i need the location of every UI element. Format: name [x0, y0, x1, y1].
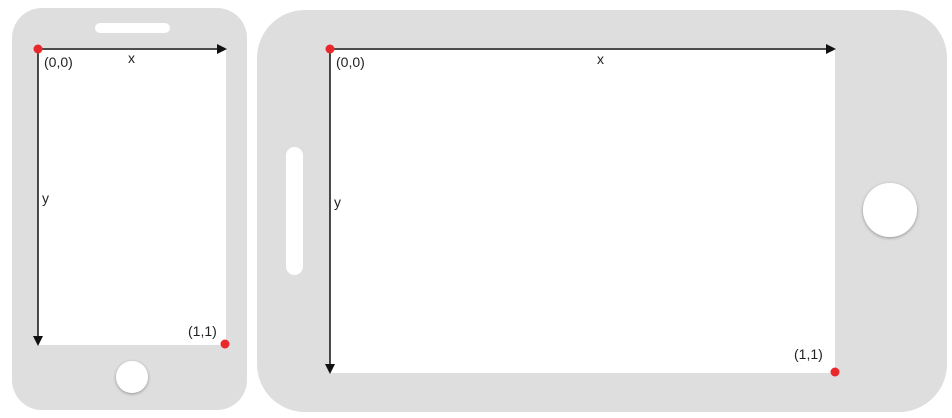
- portrait-home-button: [116, 361, 148, 393]
- landscape-origin-marker: [325, 44, 335, 54]
- landscape-device: (0,0) x y (1,1): [257, 10, 947, 412]
- portrait-speaker-slot: [95, 23, 170, 33]
- landscape-x-label: x: [597, 51, 604, 67]
- portrait-origin-marker: [33, 44, 43, 54]
- portrait-corner-label: (1,1): [188, 323, 217, 339]
- portrait-y-label: y: [42, 190, 49, 206]
- landscape-corner-marker: [830, 367, 840, 377]
- landscape-origin-label: (0,0): [336, 54, 365, 70]
- portrait-corner-marker: [220, 339, 230, 349]
- portrait-origin-label: (0,0): [44, 54, 73, 70]
- portrait-screen: [38, 48, 226, 345]
- landscape-screen: [330, 48, 835, 373]
- landscape-home-button: [863, 183, 917, 237]
- landscape-y-label: y: [334, 194, 341, 210]
- landscape-corner-label: (1,1): [794, 346, 823, 362]
- landscape-speaker-slot: [286, 147, 303, 275]
- portrait-x-label: x: [128, 50, 135, 66]
- portrait-device: (0,0) x y (1,1): [12, 8, 247, 410]
